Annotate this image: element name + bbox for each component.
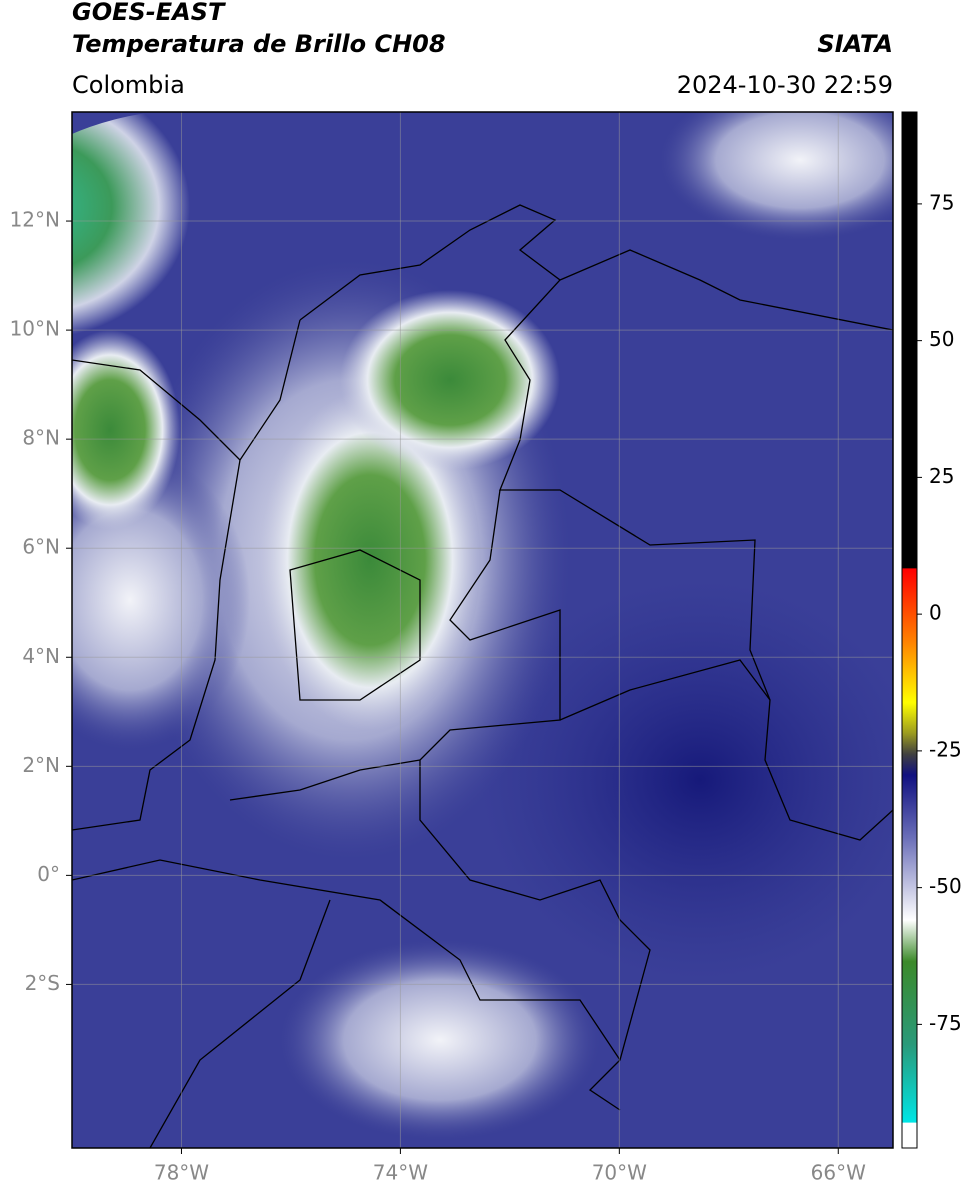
y-tick-label: 2°N [22,753,60,777]
colorbar-label: 25 [929,464,954,488]
source: SIATA [817,30,893,58]
timestamp: 2024-10-30 22:59 [677,71,893,99]
x-tick-label: 74°W [373,1161,428,1185]
y-tick-label: 0° [37,862,60,886]
map-frame [71,111,894,1149]
satellite-image [72,112,893,1148]
region: Colombia [72,71,185,99]
colorbar-label: 50 [929,327,954,351]
grid [72,112,893,1148]
x-tick-label: 66°W [811,1161,866,1185]
y-tick-label: 6°N [22,535,60,559]
y-tick-label: 4°N [22,644,60,668]
colorbar-label: -50 [929,874,962,898]
y-tick-label: 8°N [22,426,60,450]
colorbar-label: -25 [929,737,962,761]
colorbar-label: -75 [929,1011,962,1035]
y-tick-label: 12°N [10,208,60,232]
x-tick-label: 78°W [154,1161,209,1185]
colorbar-label: 75 [929,190,954,214]
subtitle: Temperatura de Brillo CH08 [72,30,446,58]
colorbar-label: 0 [929,601,942,625]
y-tick-label: 2°S [25,971,60,995]
x-tick-label: 70°W [592,1161,647,1185]
colorbar [901,111,918,1149]
borders [72,204,893,1148]
y-tick-label: 10°N [10,317,60,341]
title: GOES-EAST [72,0,226,26]
